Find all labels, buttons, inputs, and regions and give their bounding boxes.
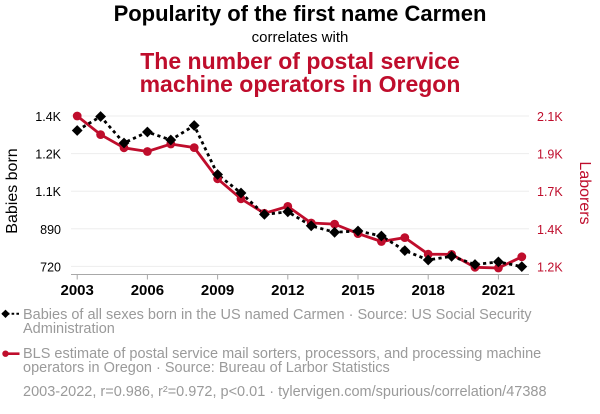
svg-text:2.1K: 2.1K [537,110,563,124]
svg-text:2009: 2009 [201,282,234,299]
svg-text:2006: 2006 [131,282,164,299]
svg-text:2018: 2018 [412,282,445,299]
svg-text:890: 890 [40,223,61,237]
svg-text:1.2K: 1.2K [537,260,563,274]
svg-text:1.4K: 1.4K [35,110,61,124]
svg-text:2021: 2021 [482,282,515,299]
svg-text:720: 720 [40,260,61,274]
svg-text:2015: 2015 [341,282,374,299]
svg-text:1.2K: 1.2K [35,148,61,162]
svg-text:1.1K: 1.1K [35,185,61,199]
svg-text:2012: 2012 [271,282,304,299]
svg-text:2003: 2003 [61,282,94,299]
svg-text:1.7K: 1.7K [537,185,563,199]
svg-text:1.4K: 1.4K [537,223,563,237]
svg-text:1.9K: 1.9K [537,148,563,162]
